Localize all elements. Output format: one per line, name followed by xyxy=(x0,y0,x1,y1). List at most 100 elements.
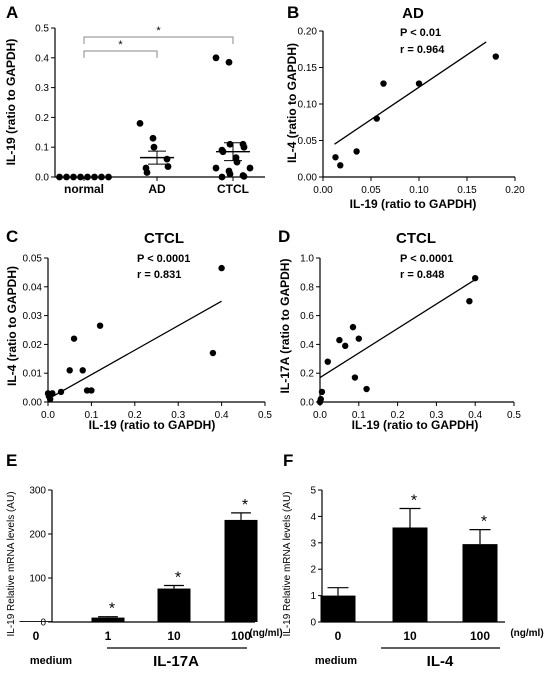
panel-e-bar xyxy=(157,588,191,622)
panel-b-data-point xyxy=(492,53,499,60)
panel-a-data-point xyxy=(56,173,63,181)
panel-b-letter: B xyxy=(287,3,299,22)
panel-e-category-label: 100 xyxy=(231,629,251,643)
panel-c-data-point xyxy=(209,349,217,357)
panel-c-y-tick-label: 0.05 xyxy=(23,254,43,265)
panel-a-y-axis-label: IL-19 (ratio to GAPDH) xyxy=(4,39,18,166)
panel-a-significance-bracket xyxy=(83,36,234,44)
panel-b-title: AD xyxy=(402,5,424,22)
panel-c-letter: C xyxy=(6,227,18,246)
panel-e-category-label: 10 xyxy=(167,629,181,643)
panel-c-y-tick-label: 0.04 xyxy=(23,282,43,293)
panel-a-data-point xyxy=(240,143,248,151)
panel-d-title: CTCL xyxy=(396,230,436,247)
panel-b-x-tick-label: 0.00 xyxy=(313,185,333,196)
panel-b-x-tick-label: 0.15 xyxy=(457,185,477,196)
panel-c-title: CTCL xyxy=(144,230,184,247)
panel-a-category-label: CTCL xyxy=(217,182,249,196)
panel-a-data-point xyxy=(136,119,144,127)
panel-a-y-tick-label: 0.0 xyxy=(35,173,49,184)
panel-a-data-point xyxy=(70,173,77,181)
panel-b-x-tick-label: 0.05 xyxy=(361,185,381,196)
panel-a-significance-star: * xyxy=(118,39,123,51)
panel-e-y-axis-label: IL-19 Relative mRNA levels (AU) xyxy=(6,491,17,636)
panel-e-bar xyxy=(19,621,53,622)
panel-b-y-tick-label: 0.20 xyxy=(298,27,318,38)
panel-d-y-axis-label: IL-17A (ratio to GAPDH) xyxy=(278,259,292,394)
panel-b-scatter: B AD P < 0.01 r = 0.964 IL-19 (ratio to … xyxy=(285,3,525,211)
panel-d-x-axis-label: IL-19 (ratio to GAPDH) xyxy=(352,418,479,432)
panel-e-treatment-label: IL-17A xyxy=(153,653,199,670)
panel-a-data-point xyxy=(163,155,171,163)
panel-a-data-point xyxy=(91,173,98,181)
panel-f-unit: (ng/ml) xyxy=(510,628,543,639)
panel-c-data-point xyxy=(57,388,65,396)
panel-e-y-tick-label: 0 xyxy=(40,618,46,629)
panel-d-data-point xyxy=(355,335,362,342)
panel-a-significance-bracket xyxy=(83,50,158,58)
panel-a-data-point xyxy=(63,173,70,181)
panel-f-y-tick-label: 2 xyxy=(310,565,316,576)
panel-a-y-tick-label: 0.5 xyxy=(35,24,49,35)
panel-a-data-point xyxy=(105,173,112,181)
panel-d-data-point xyxy=(318,388,326,396)
panel-b-p-value: P < 0.01 xyxy=(400,27,441,39)
panel-a-data-point xyxy=(246,164,254,172)
panel-b-y-tick-label: 0.10 xyxy=(298,100,318,111)
panel-d-regression-line xyxy=(319,279,476,379)
panel-a-y-tick-label: 0.2 xyxy=(35,113,49,124)
panel-a-data-point xyxy=(226,170,234,178)
panel-c-x-tick-label: 0.1 xyxy=(84,410,98,421)
panel-a-data-point xyxy=(143,169,151,176)
panel-c-data-point xyxy=(218,264,225,272)
panel-d-y-tick-label: 1.0 xyxy=(300,254,314,265)
panel-d-data-point xyxy=(317,395,324,403)
panel-b-x-tick-label: 0.10 xyxy=(409,185,429,196)
panel-c-x-tick-label: 0.2 xyxy=(128,410,142,421)
panel-d-x-tick-label: 0.0 xyxy=(313,410,327,421)
panel-e-significance-star: * xyxy=(175,569,181,586)
panel-f-letter: F xyxy=(283,451,293,470)
panel-d-data-point xyxy=(472,274,479,282)
panel-b-data-point xyxy=(373,115,380,122)
panel-b-y-tick-label: 0.00 xyxy=(298,173,318,184)
panel-a-data-point xyxy=(212,164,220,172)
panel-f-y-tick-label: 1 xyxy=(310,591,316,602)
panel-e-unit: (ng/ml) xyxy=(249,628,282,639)
panel-c-data-point xyxy=(70,335,78,342)
panel-e-significance-star: * xyxy=(109,601,115,618)
panel-b-x-tick-label: 0.20 xyxy=(505,185,525,196)
panel-b-data-point xyxy=(332,154,339,161)
panel-a-data-point xyxy=(150,143,158,151)
panel-f-bar xyxy=(392,527,428,622)
panel-a-letter: A xyxy=(6,3,18,22)
panel-d-x-tick-label: 0.5 xyxy=(507,410,521,421)
panel-c-x-tick-label: 0.3 xyxy=(171,410,185,421)
panel-c-y-tick-label: 0.01 xyxy=(23,369,43,380)
panel-d-data-point xyxy=(363,385,370,393)
panel-b-data-point xyxy=(337,162,344,169)
panel-f-y-tick-label: 3 xyxy=(310,538,316,549)
panel-d-data-point xyxy=(336,336,343,344)
panel-a-data-point xyxy=(84,173,91,181)
panel-c-y-tick-label: 0.00 xyxy=(23,398,43,409)
panel-f-category-label: 0 xyxy=(335,629,342,643)
panel-f-y-axis-label: IL-19 Relative mRNA levels (AU) xyxy=(282,491,293,636)
panel-d-x-tick-label: 0.4 xyxy=(468,410,482,421)
panel-c-regression-line xyxy=(47,300,222,400)
panel-c-data-point xyxy=(46,395,54,403)
panel-e-bar-chart: E IL-19 Relative mRNA levels (AU) (ng/ml… xyxy=(6,451,283,670)
panel-c-scatter: C CTCL P < 0.0001 r = 0.831 IL-19 (ratio… xyxy=(5,227,272,432)
panel-e-bar xyxy=(224,519,258,622)
panel-f-category-label: 100 xyxy=(470,629,490,643)
panel-a-data-point xyxy=(149,134,157,142)
panel-c-y-axis-label: IL-4 (ratio to GAPDH) xyxy=(5,266,19,386)
panel-c-p-value: P < 0.0001 xyxy=(137,253,190,265)
panel-a-significance-star: * xyxy=(156,25,161,37)
panel-a-data-point xyxy=(218,173,226,181)
panel-c-data-point xyxy=(66,367,73,374)
panel-b-y-tick-label: 0.15 xyxy=(298,63,318,74)
panel-e-medium-label: medium xyxy=(30,655,72,667)
panel-e-letter: E xyxy=(6,451,17,470)
panel-e-y-tick-label: 200 xyxy=(29,530,46,541)
